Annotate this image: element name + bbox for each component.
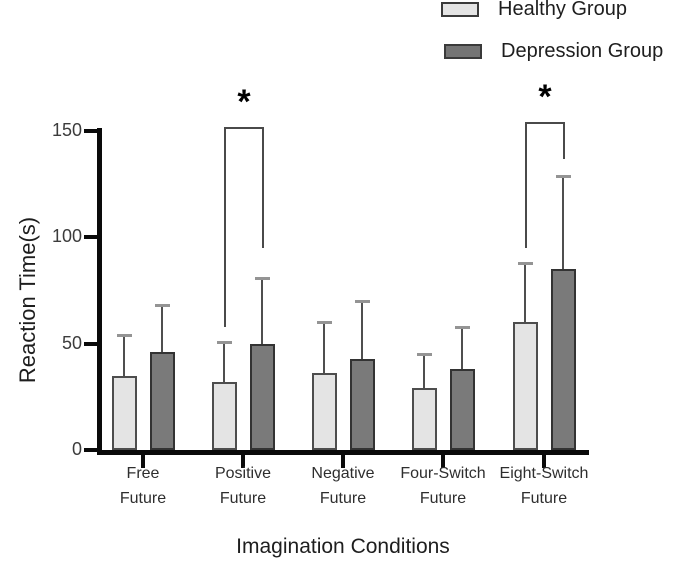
error-bar-cap	[555, 174, 571, 178]
significance-bracket-right-leg	[563, 122, 565, 159]
y-tick-label: 150	[51, 120, 82, 140]
x-axis-title: Imagination Conditions	[236, 535, 450, 558]
bar-depression-3	[449, 369, 475, 450]
bar-depression-2	[349, 358, 375, 450]
error-bar-cap	[316, 321, 332, 325]
significance-bracket-right-leg	[262, 126, 264, 248]
x-axis-line	[97, 450, 589, 455]
bar-depression-1	[249, 343, 275, 450]
y-axis-tick	[84, 235, 97, 240]
error-bar-cap	[354, 300, 370, 304]
y-axis-line	[97, 128, 102, 454]
bar-depression-0	[149, 352, 175, 450]
x-axis-tick	[141, 455, 145, 468]
bar-healthy-3	[411, 388, 437, 450]
x-axis-tick	[542, 455, 546, 468]
bar-depression-4	[550, 269, 576, 450]
error-bar-cap	[216, 340, 232, 344]
x-category-label: Negative Future	[311, 465, 375, 507]
error-bar-line	[323, 323, 325, 374]
y-tick-label: 0	[71, 439, 82, 459]
x-category-label: Four-Switch Future	[400, 465, 486, 507]
error-bar-cap	[454, 325, 470, 329]
x-category-label: Free Future	[119, 465, 167, 507]
error-bar-cap	[416, 353, 432, 357]
significance-bracket-top	[525, 122, 565, 125]
legend-label-depression: Depression Group	[501, 40, 664, 62]
significance-bracket-left-leg	[525, 122, 527, 248]
error-bar-line	[161, 306, 163, 353]
x-axis-tick	[241, 455, 245, 468]
y-axis-tick	[84, 341, 97, 346]
y-axis-tick	[84, 129, 97, 133]
significance-bracket-top	[224, 126, 264, 129]
bar-healthy-1	[211, 381, 237, 450]
y-tick-label: 100	[51, 226, 82, 247]
y-tick-label: 50	[61, 332, 82, 353]
depression-group-swatch	[444, 44, 482, 59]
legend-item-healthy: Healthy Group	[441, 0, 627, 21]
error-bar-cap	[116, 334, 132, 338]
error-bar-line	[423, 355, 425, 389]
error-bar-line	[562, 176, 564, 270]
bar-healthy-4	[512, 322, 538, 450]
error-bar-line	[361, 302, 363, 359]
error-bar-line	[123, 336, 125, 376]
x-axis-tick	[341, 455, 345, 468]
significance-asterisk: *	[538, 78, 552, 117]
error-bar-line	[261, 278, 263, 344]
x-category-label: Positive Future	[214, 465, 272, 507]
error-bar-cap	[154, 304, 170, 308]
error-bar-line	[461, 327, 463, 370]
significance-asterisk: *	[237, 82, 251, 121]
legend-label-healthy: Healthy Group	[498, 0, 627, 20]
error-bar-line	[223, 342, 225, 382]
legend-item-depression: Depression Group	[444, 40, 663, 63]
error-bar-cap	[254, 276, 270, 280]
x-axis-tick	[441, 455, 445, 468]
x-category-label: Eight-Switch Future	[499, 465, 589, 507]
bar-healthy-2	[311, 373, 337, 450]
y-axis-tick	[84, 448, 97, 452]
healthy-group-swatch	[441, 2, 479, 17]
significance-bracket-left-leg	[224, 126, 226, 327]
bar-healthy-0	[111, 375, 137, 450]
error-bar-cap	[517, 261, 533, 265]
error-bar-line	[524, 263, 526, 323]
